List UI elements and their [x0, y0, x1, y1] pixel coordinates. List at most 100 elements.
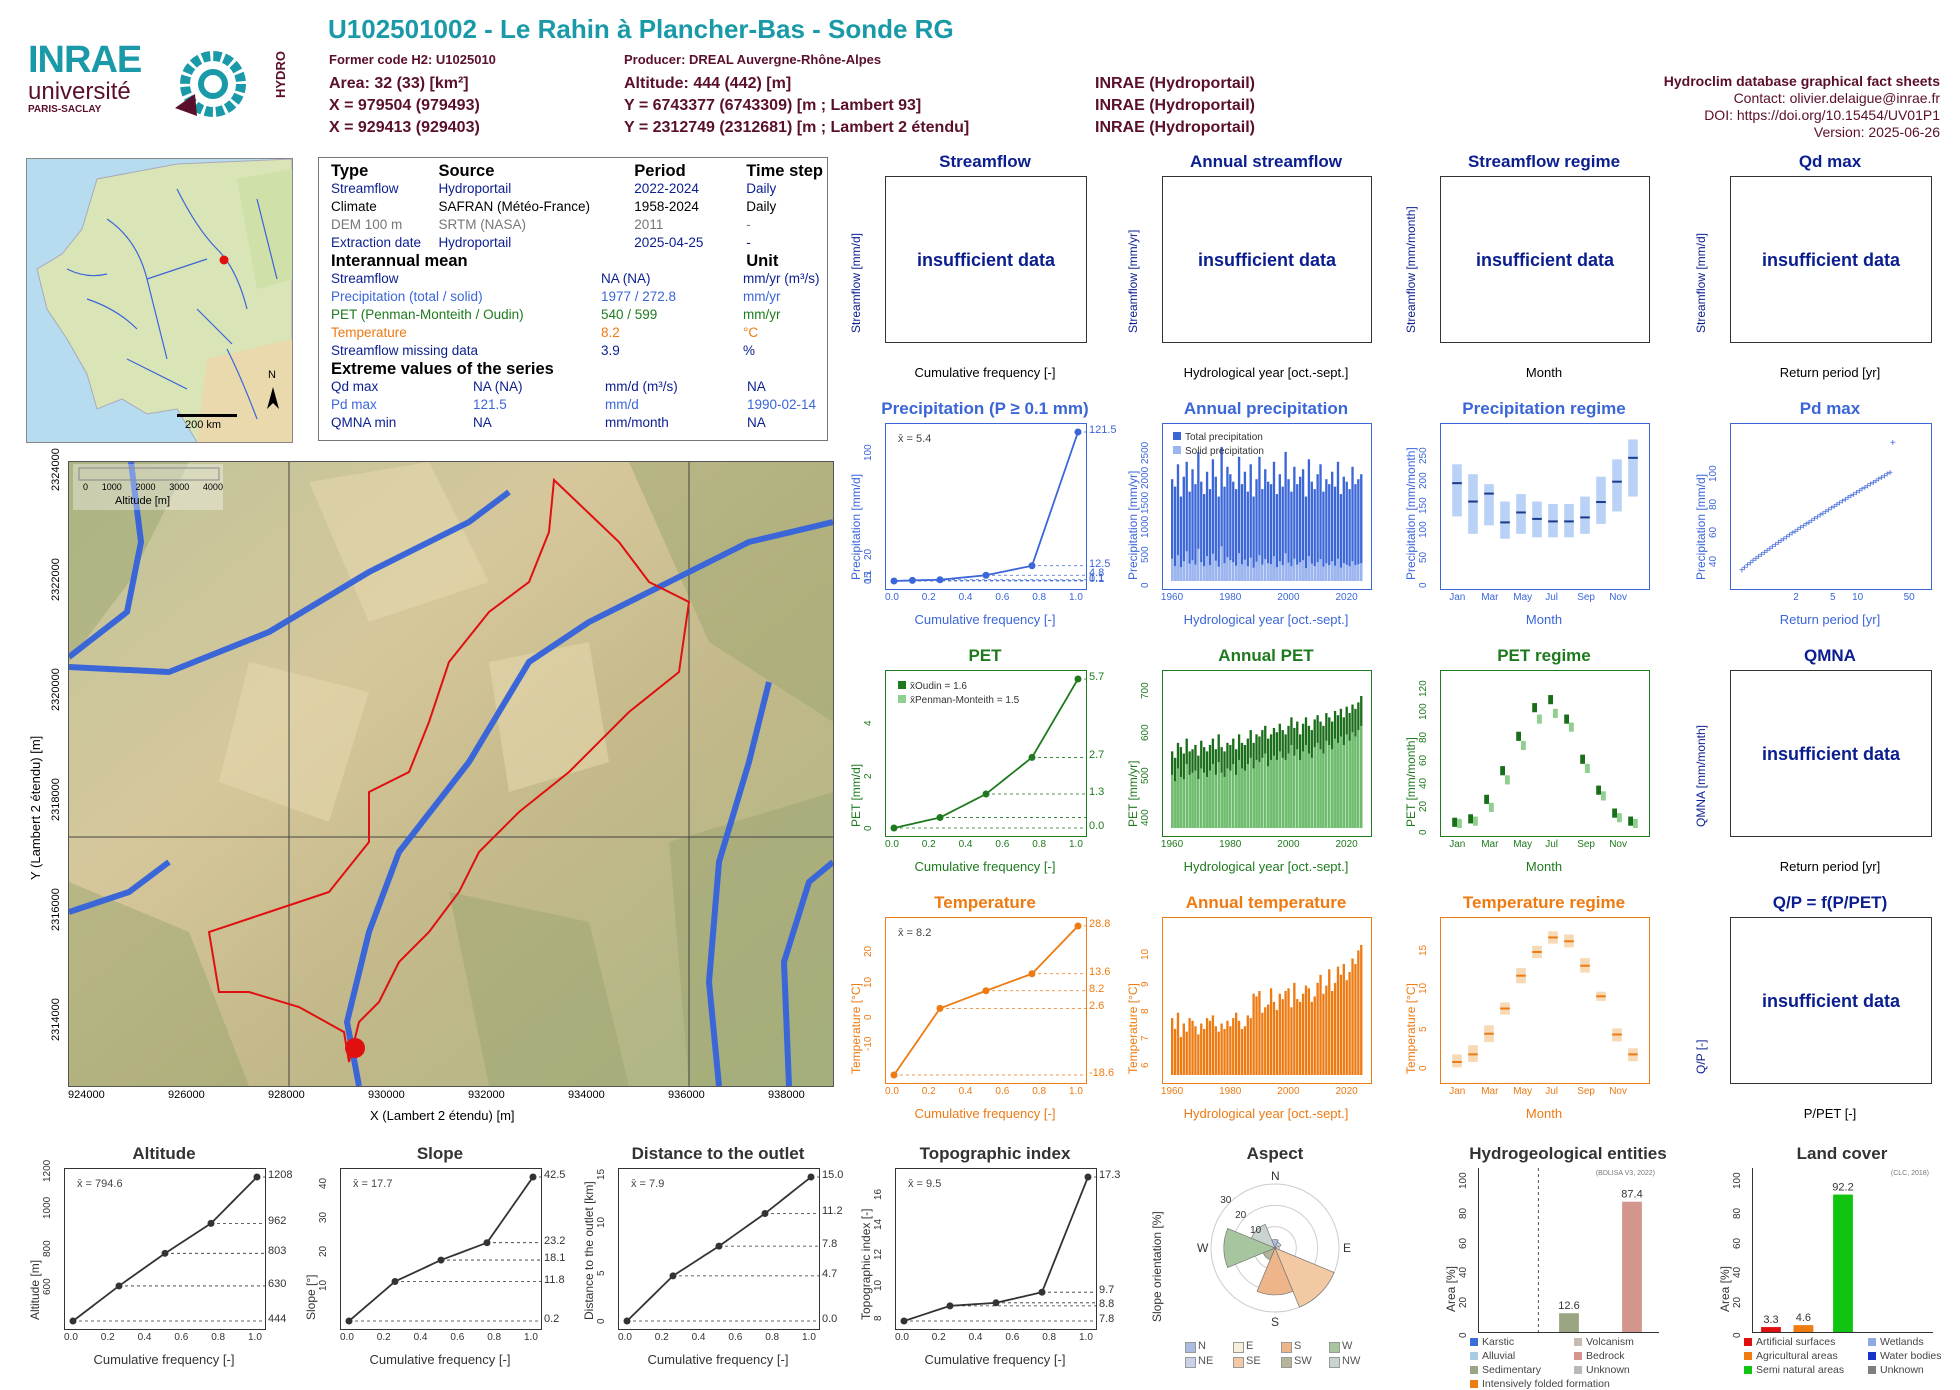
bar	[1185, 461, 1188, 581]
legend-label: Agricultural areas	[1756, 1350, 1838, 1362]
x-tick: 0.6	[995, 839, 1010, 850]
y-tick: 80	[1732, 1207, 1743, 1219]
bar	[1328, 484, 1331, 581]
bar	[1296, 484, 1299, 581]
bar	[1205, 1018, 1209, 1075]
bar-secondary	[1281, 757, 1284, 828]
bar	[1217, 1031, 1220, 1075]
bar-secondary	[1229, 770, 1232, 828]
dem-ytick: 2322000	[50, 558, 62, 601]
scatter-point: +	[1854, 488, 1860, 499]
bar	[1339, 494, 1343, 581]
ia-unit: °C	[743, 325, 759, 340]
area: Area: 32 (33) [km²]	[329, 75, 469, 92]
bar-secondary	[1281, 565, 1284, 581]
bar-secondary	[1200, 768, 1203, 828]
fdc-point	[1028, 753, 1036, 761]
box	[1596, 476, 1606, 524]
bar-secondary	[1179, 776, 1183, 828]
bar-secondary	[1357, 564, 1360, 581]
fdc-point	[1074, 428, 1082, 436]
legend-swatch	[1470, 1338, 1478, 1346]
legend-label: Bedrock	[1586, 1350, 1625, 1362]
bar-secondary	[1220, 772, 1223, 828]
scatter-point: +	[1742, 563, 1748, 574]
fdc-point	[982, 571, 990, 579]
chart-title-streamflow: Streamflow	[939, 152, 1031, 171]
y-tick: 600	[42, 1277, 53, 1295]
y-tick: 15	[1418, 944, 1429, 956]
col-timestep: Time step	[746, 162, 823, 180]
bar-secondary	[1203, 772, 1206, 828]
box-penman	[1617, 813, 1622, 823]
row-type: Streamflow	[331, 181, 399, 196]
ia-unit: %	[743, 343, 756, 358]
chart-xlabel-pd_max: Return period [yr]	[1779, 612, 1881, 627]
x-tick: Nov	[1609, 1086, 1627, 1097]
y-tick: 7	[1140, 1035, 1151, 1042]
right-tick: 1208	[268, 1169, 293, 1181]
bar-secondary	[1307, 556, 1311, 581]
box-oudin	[1500, 766, 1505, 776]
bar	[1191, 1020, 1194, 1075]
contact: Contact: olivier.delaigue@inrae.fr	[1733, 90, 1940, 106]
insufficient-data-label: insufficient data	[1761, 990, 1900, 1011]
legend-swatch	[1329, 1342, 1340, 1353]
bar	[1173, 1028, 1177, 1075]
chart-svg-landcover: 3.3 4.6 92.2	[1761, 1182, 1854, 1332]
bar-secondary	[1304, 568, 1308, 581]
bar-value-label: 12.6	[1558, 1300, 1579, 1312]
legend-swatch	[1185, 1357, 1196, 1368]
chart-panel-annual_pet	[1162, 670, 1372, 837]
bar-secondary	[1200, 562, 1203, 581]
chart-title-qp: Q/P = f(P/PET)	[1772, 893, 1888, 912]
x-tick: 0.6	[728, 1332, 743, 1343]
bar-secondary	[1237, 759, 1241, 828]
chart-title-qd_max: Qd max	[1798, 152, 1862, 171]
right-tick: 4.8	[1089, 567, 1105, 580]
bar	[1290, 491, 1293, 581]
dem-ytick: 2324000	[50, 448, 62, 491]
dem-xticks: 924000 926000 928000 930000 932000 93400…	[48, 1089, 848, 1105]
bar-secondary	[1173, 566, 1177, 581]
bar	[1197, 451, 1200, 581]
bar	[1622, 1201, 1642, 1332]
legend-swatch	[1574, 1366, 1582, 1374]
dem-xtick: 930000	[368, 1089, 405, 1101]
row-step: -	[746, 235, 751, 250]
scatter-point: +	[1764, 546, 1770, 557]
bar-secondary	[1176, 768, 1180, 828]
box-oudin	[1564, 714, 1569, 724]
x-tick: 0.4	[958, 1086, 973, 1097]
x-tick: 0.8	[1032, 1086, 1047, 1097]
bar	[1258, 991, 1261, 1075]
ia-name: Streamflow missing data	[331, 343, 479, 358]
x-lambert2e: X = 929413 (929403)	[329, 119, 480, 136]
chart-ylabel-annual_streamflow: Streamflow [mm/yr]	[1126, 229, 1140, 333]
legend-swatch	[898, 695, 906, 703]
fdc-point	[437, 1256, 445, 1264]
x-tick: 50	[1903, 592, 1915, 603]
legend-label: Karstic	[1482, 1336, 1515, 1348]
chart-panel-precip_fdc: x̄ = 5.4	[885, 423, 1087, 590]
bar	[1272, 1001, 1276, 1075]
bar-secondary	[1188, 563, 1191, 581]
bar-secondary	[1246, 764, 1249, 828]
y-tick: 0	[1732, 1332, 1743, 1338]
ia-name: Temperature	[331, 325, 407, 340]
bar-secondary	[1185, 551, 1188, 581]
x-tick: 1960	[1160, 839, 1184, 850]
bar	[1176, 464, 1180, 581]
y-tick: 40	[1418, 778, 1429, 790]
y-tick: 0	[1140, 582, 1151, 588]
bar-secondary	[1307, 753, 1311, 828]
right-tick: 4.7	[822, 1267, 838, 1280]
insufficient-data-label: insufficient data	[916, 249, 1055, 270]
ex-date: 1990-02-14	[747, 397, 817, 412]
chart-panel-temp_regime	[1440, 917, 1650, 1084]
bar	[1182, 476, 1185, 581]
bar	[1348, 489, 1351, 581]
y-tick: 10	[1140, 948, 1151, 961]
fdc-point	[1028, 970, 1036, 978]
ia-name: Streamflow	[331, 271, 399, 286]
